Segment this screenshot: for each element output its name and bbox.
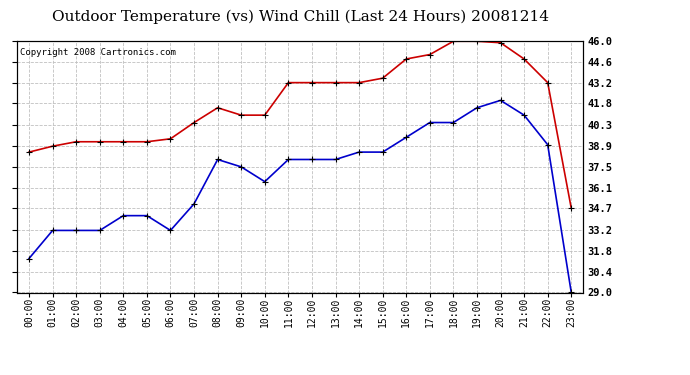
Text: Copyright 2008 Cartronics.com: Copyright 2008 Cartronics.com [19,48,175,57]
Text: Outdoor Temperature (vs) Wind Chill (Last 24 Hours) 20081214: Outdoor Temperature (vs) Wind Chill (Las… [52,9,549,24]
